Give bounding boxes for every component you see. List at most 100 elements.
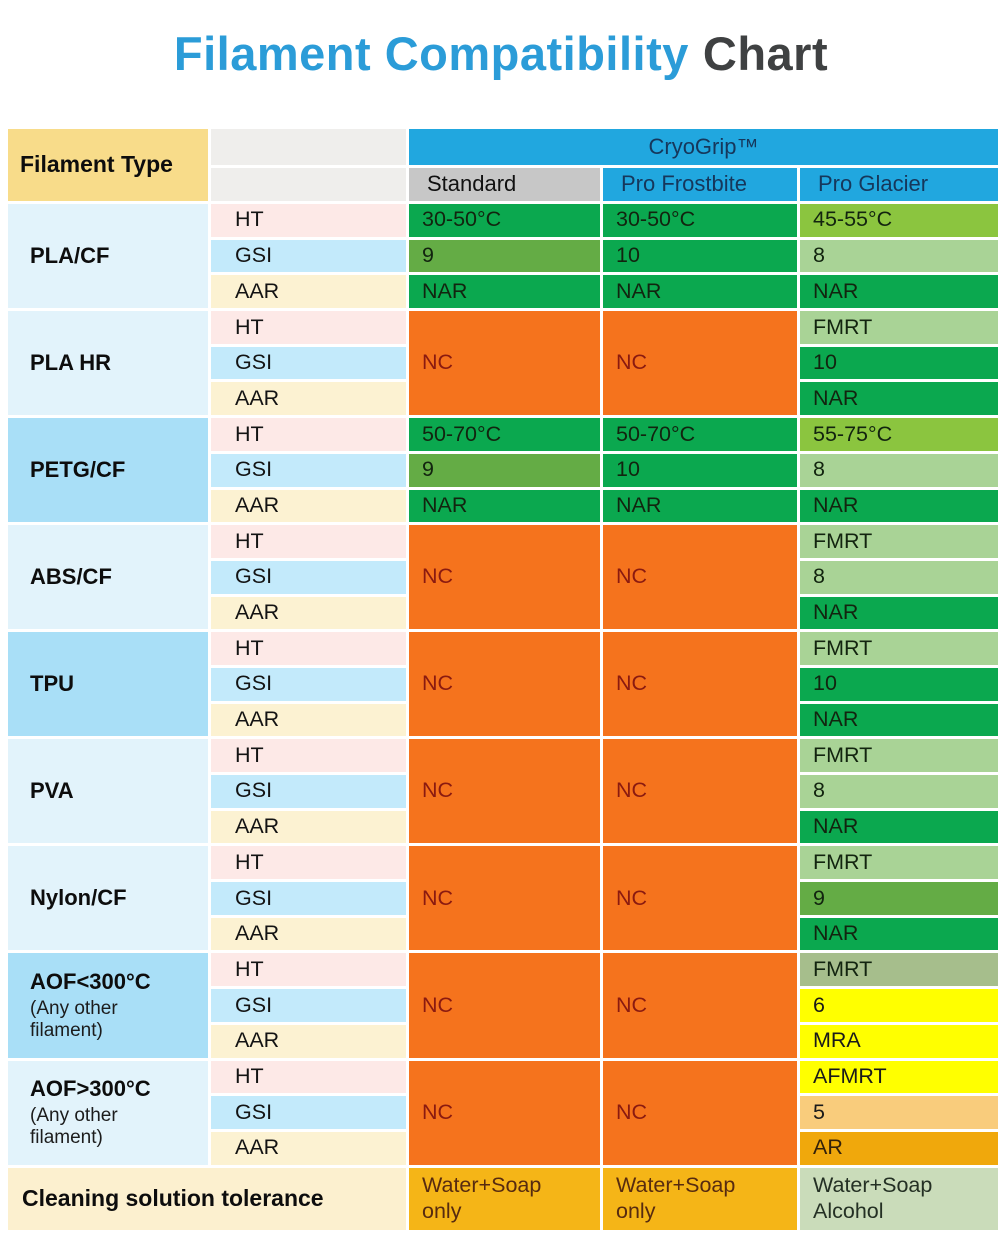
cell-pro_glacier-gsi: 8 xyxy=(800,775,998,808)
cell-pro_glacier-gsi: 10 xyxy=(800,667,998,701)
footer-value-pro_glacier: Water+Soap Alcohol xyxy=(800,1167,998,1230)
metric-label-gsi: GSI xyxy=(211,989,406,1022)
header-product-pro_glacier: Pro Glacier xyxy=(800,168,998,201)
filament-label: PVA xyxy=(8,739,208,844)
filament-name: ABS/CF xyxy=(30,564,112,590)
cell-pro_glacier-aar: NAR xyxy=(800,489,998,523)
cell-pro_glacier-ht: FMRT xyxy=(800,311,998,344)
filament-name: Nylon/CF xyxy=(30,885,127,911)
cell-pro_glacier-ht: AFMRT xyxy=(800,1060,998,1094)
cell-pro_glacier-ht: FMRT xyxy=(800,525,998,558)
cell-pro_glacier-gsi: 10 xyxy=(800,346,998,380)
cell-pro_glacier-aar: NAR xyxy=(800,917,998,951)
cell-standard-aar: NAR xyxy=(409,275,600,309)
metric-label-aar: AAR xyxy=(211,489,406,523)
header-brand: CryoGrip™ xyxy=(409,129,998,165)
metric-label-ht: HT xyxy=(211,1060,406,1094)
header-product-standard: Standard xyxy=(409,168,600,201)
cell-pro_glacier-aar: NAR xyxy=(800,703,998,737)
cell-pro_frostbite-ht: 30-50°C xyxy=(603,204,797,237)
cell-pro_glacier-gsi: 8 xyxy=(800,560,998,594)
cell-pro_frostbite-gsi: 10 xyxy=(603,239,797,273)
cell-standard-aar: NAR xyxy=(409,489,600,523)
cell-pro_glacier-gsi: 6 xyxy=(800,989,998,1022)
filament-name: PLA HR xyxy=(30,349,112,375)
cell-pro_glacier-ht: FMRT xyxy=(800,632,998,665)
metric-label-aar: AAR xyxy=(211,382,406,416)
metric-label-aar: AAR xyxy=(211,1024,406,1058)
page-title-rest: Chart xyxy=(702,27,829,80)
metric-label-ht: HT xyxy=(211,311,406,344)
cell-pro_glacier-aar: NAR xyxy=(800,596,998,630)
metric-label-aar: AAR xyxy=(211,917,406,951)
cell-pro_frostbite-merged: NC xyxy=(603,1060,797,1165)
cell-pro_glacier-gsi: 9 xyxy=(800,882,998,915)
cell-pro_frostbite-merged: NC xyxy=(603,525,797,630)
metric-label-gsi: GSI xyxy=(211,453,406,487)
cell-pro_glacier-aar: NAR xyxy=(800,382,998,416)
cell-pro_glacier-aar: NAR xyxy=(800,275,998,309)
metric-label-ht: HT xyxy=(211,739,406,772)
filament-label: TPU xyxy=(8,632,208,737)
filament-name: PVA xyxy=(30,778,74,804)
cell-standard-ht: 50-70°C xyxy=(409,418,600,451)
metric-label-aar: AAR xyxy=(211,810,406,844)
cell-standard-ht: 30-50°C xyxy=(409,204,600,237)
metric-label-ht: HT xyxy=(211,204,406,237)
filament-note: (Any other filament) xyxy=(30,997,118,1041)
metric-label-ht: HT xyxy=(211,953,406,987)
cell-pro_glacier-aar: AR xyxy=(800,1131,998,1165)
filament-label: ABS/CF xyxy=(8,525,208,630)
page-title: Filament Compatibility Chart xyxy=(0,26,1002,81)
cell-standard-merged: NC xyxy=(409,739,600,844)
metric-label-gsi: GSI xyxy=(211,1096,406,1129)
metric-label-aar: AAR xyxy=(211,596,406,630)
cell-pro_frostbite-merged: NC xyxy=(603,739,797,844)
filament-label: AOF<300°C (Any other filament) xyxy=(8,953,208,1058)
metric-label-ht: HT xyxy=(211,846,406,880)
cell-standard-merged: NC xyxy=(409,1060,600,1165)
metric-label-gsi: GSI xyxy=(211,346,406,380)
cell-pro_glacier-aar: NAR xyxy=(800,810,998,844)
cell-standard-gsi: 9 xyxy=(409,453,600,487)
cell-standard-gsi: 9 xyxy=(409,239,600,273)
filament-name: AOF<300°C xyxy=(30,969,151,995)
metric-label-ht: HT xyxy=(211,525,406,558)
footer-value-pro_frostbite: Water+Soap only xyxy=(603,1167,797,1230)
cell-pro_frostbite-aar: NAR xyxy=(603,275,797,309)
cell-pro_glacier-ht: 45-55°C xyxy=(800,204,998,237)
cell-pro_glacier-gsi: 5 xyxy=(800,1096,998,1129)
cell-standard-merged: NC xyxy=(409,632,600,737)
cell-standard-merged: NC xyxy=(409,846,600,951)
filament-label: PLA HR xyxy=(8,311,208,416)
header-empty-top xyxy=(211,129,406,165)
filament-label: PETG/CF xyxy=(8,418,208,523)
metric-label-aar: AAR xyxy=(211,703,406,737)
filament-note: (Any other filament) xyxy=(30,1104,118,1148)
cell-pro_frostbite-aar: NAR xyxy=(603,489,797,523)
header-product-pro_frostbite: Pro Frostbite xyxy=(603,168,797,201)
metric-label-gsi: GSI xyxy=(211,560,406,594)
filament-name: AOF>300°C xyxy=(30,1076,151,1102)
compatibility-table: Filament Type CryoGrip™ Standard Pro Frostb… xyxy=(8,129,998,1230)
cell-pro_glacier-gsi: 8 xyxy=(800,239,998,273)
header-empty-bottom xyxy=(211,168,406,201)
metric-label-ht: HT xyxy=(211,632,406,665)
filament-label: Nylon/CF xyxy=(8,846,208,951)
cell-pro_glacier-ht: FMRT xyxy=(800,953,998,987)
metric-label-gsi: GSI xyxy=(211,775,406,808)
page-title-accent: Filament Compatibility xyxy=(173,27,689,80)
metric-label-aar: AAR xyxy=(211,275,406,309)
cell-pro_frostbite-gsi: 10 xyxy=(603,453,797,487)
metric-label-aar: AAR xyxy=(211,1131,406,1165)
header-filament-type: Filament Type xyxy=(8,129,208,201)
cell-pro_frostbite-merged: NC xyxy=(603,953,797,1058)
footer-label: Cleaning solution tolerance xyxy=(8,1167,406,1230)
metric-label-gsi: GSI xyxy=(211,667,406,701)
cell-pro_frostbite-merged: NC xyxy=(603,846,797,951)
cell-pro_frostbite-merged: NC xyxy=(603,632,797,737)
metric-label-gsi: GSI xyxy=(211,239,406,273)
filament-label: PLA/CF xyxy=(8,204,208,309)
cell-pro_glacier-gsi: 8 xyxy=(800,453,998,487)
cell-pro_glacier-ht: FMRT xyxy=(800,846,998,880)
